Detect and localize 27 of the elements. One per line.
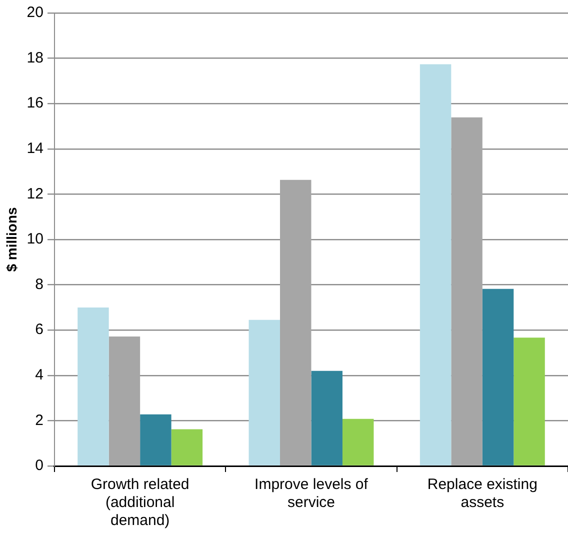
bar	[482, 288, 514, 466]
bar	[108, 336, 140, 466]
y-tick-label: 4	[35, 366, 44, 384]
bar	[280, 180, 312, 466]
y-tick-label: 10	[26, 230, 44, 248]
bar	[451, 117, 482, 466]
y-tick-label: 14	[26, 140, 44, 158]
bar	[342, 418, 374, 466]
bar	[420, 64, 452, 466]
bar	[78, 307, 109, 466]
y-tick-label: 18	[26, 49, 44, 66]
y-tick-label: 2	[35, 412, 44, 429]
bar	[248, 320, 280, 466]
x-tick-label: Growth related (additional demand)	[90, 476, 190, 530]
y-axis-title: $ millions	[3, 207, 20, 272]
bar	[140, 414, 172, 466]
x-tick-label: Replace existing assets	[427, 476, 538, 512]
bar	[514, 338, 545, 466]
y-tick-label: 6	[35, 321, 44, 338]
y-tick-label: 20	[26, 4, 44, 22]
x-tick-label: Improve levels of service	[254, 476, 369, 512]
y-tick-label: 12	[26, 185, 44, 202]
y-tick-label: 8	[35, 276, 44, 293]
y-tick-label: 16	[26, 94, 44, 112]
bar	[311, 370, 342, 466]
bar	[171, 429, 203, 466]
y-tick-label: 0	[35, 457, 44, 474]
